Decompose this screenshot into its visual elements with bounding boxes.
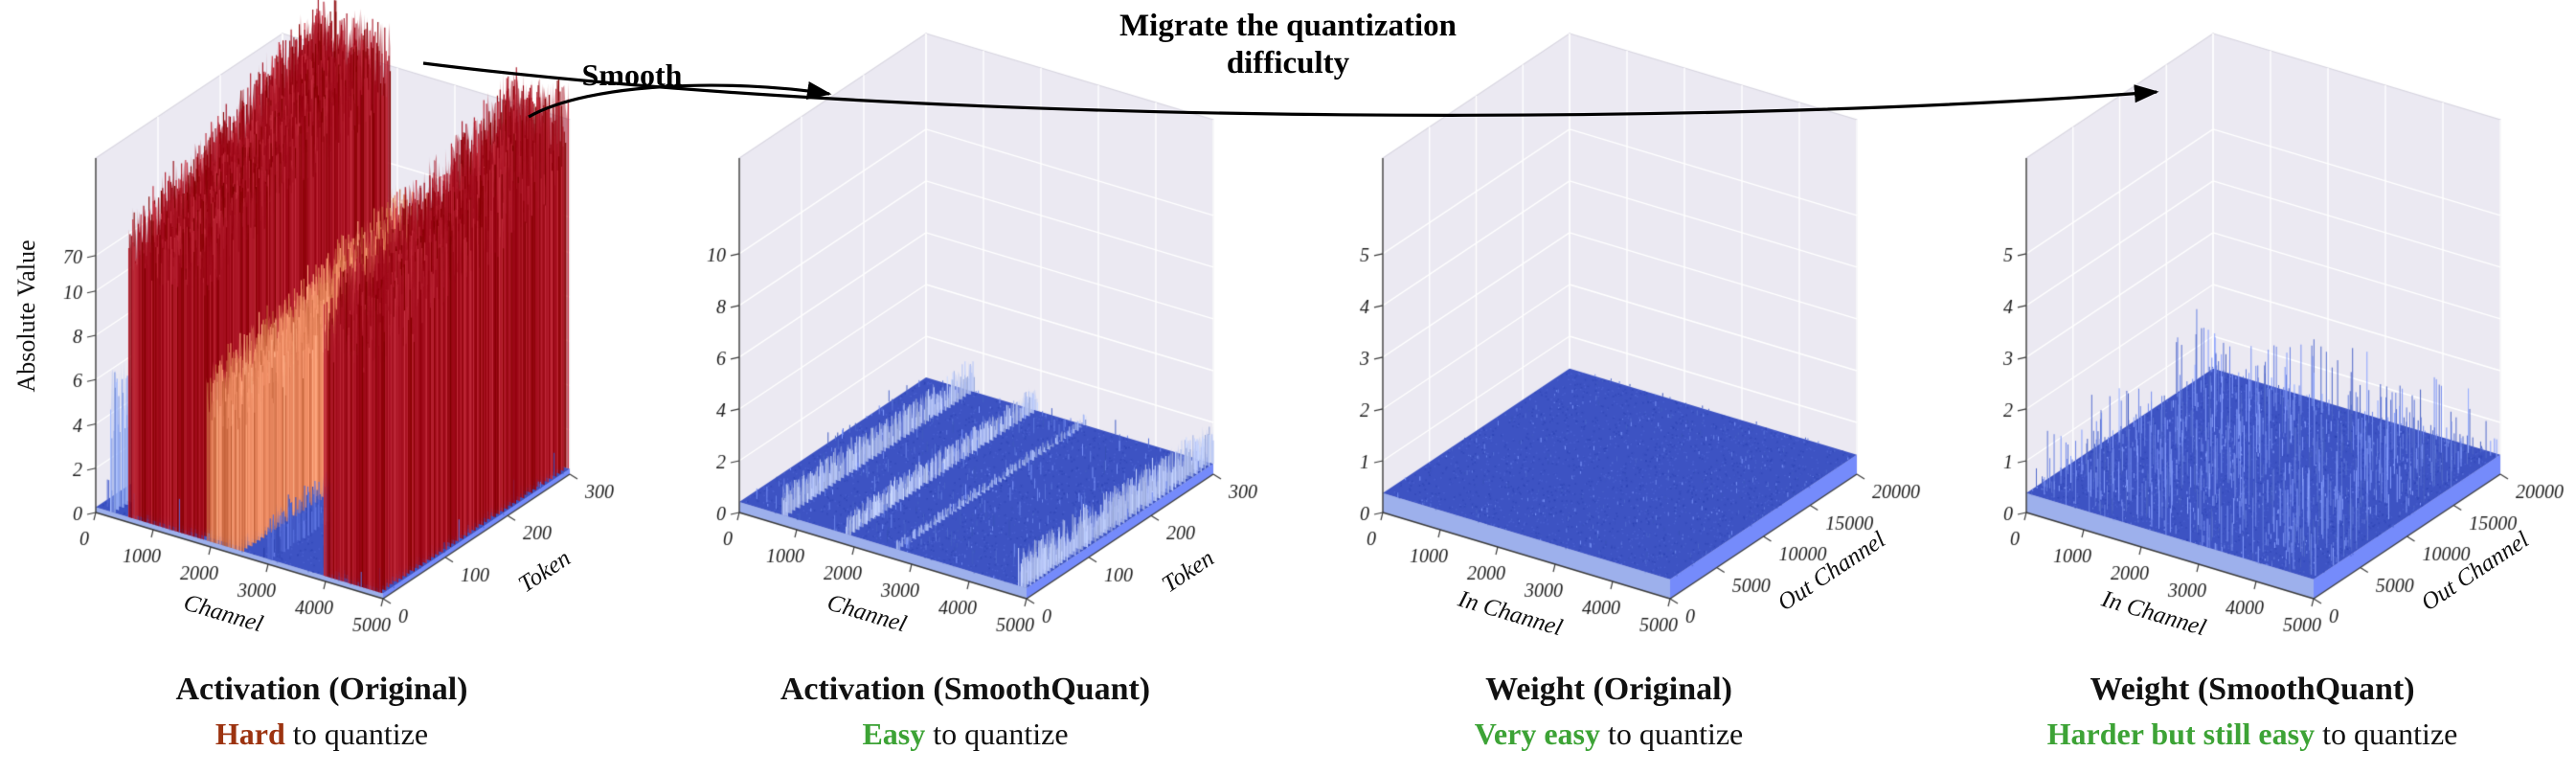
- panel-activation-smoothquant: Channel Token Activation (SmoothQuant) E…: [644, 0, 1287, 774]
- panel-caption: Hard to quantize: [0, 717, 644, 752]
- panel-title: Weight (SmoothQuant): [2090, 672, 2415, 707]
- smooth-arrow-label: Smooth: [581, 57, 683, 92]
- panel-caption: Easy to quantize: [644, 717, 1287, 752]
- panel-caption: Very easy to quantize: [1287, 717, 1931, 752]
- migrate-arrow-label: Migrate the quantization difficulty: [1119, 9, 1457, 80]
- panel-title: Activation (SmoothQuant): [780, 672, 1151, 707]
- caption-rest: to quantize: [284, 717, 429, 751]
- panel-caption: Harder but still easy to quantize: [1931, 717, 2574, 752]
- z-axis-label: Absolute Value: [12, 239, 40, 393]
- caption-highlight: Harder but still easy: [2046, 717, 2316, 751]
- caption-highlight: Easy: [862, 717, 926, 751]
- panel-weight-original: In Channel Out Channel Weight (Original)…: [1287, 0, 1931, 774]
- caption-highlight: Very easy: [1474, 717, 1600, 751]
- panel-weight-smoothquant: In Channel Out Channel Weight (SmoothQua…: [1931, 0, 2574, 774]
- caption-highlight: Hard: [215, 717, 285, 751]
- caption-rest: to quantize: [925, 717, 1069, 751]
- caption-rest: to quantize: [2315, 717, 2458, 751]
- panel-title: Activation (Original): [175, 672, 468, 707]
- caption-rest: to quantize: [1599, 717, 1744, 751]
- panel-activation-original: Absolute Value Channel Token Activation …: [0, 0, 644, 774]
- panel-title: Weight (Original): [1485, 672, 1732, 707]
